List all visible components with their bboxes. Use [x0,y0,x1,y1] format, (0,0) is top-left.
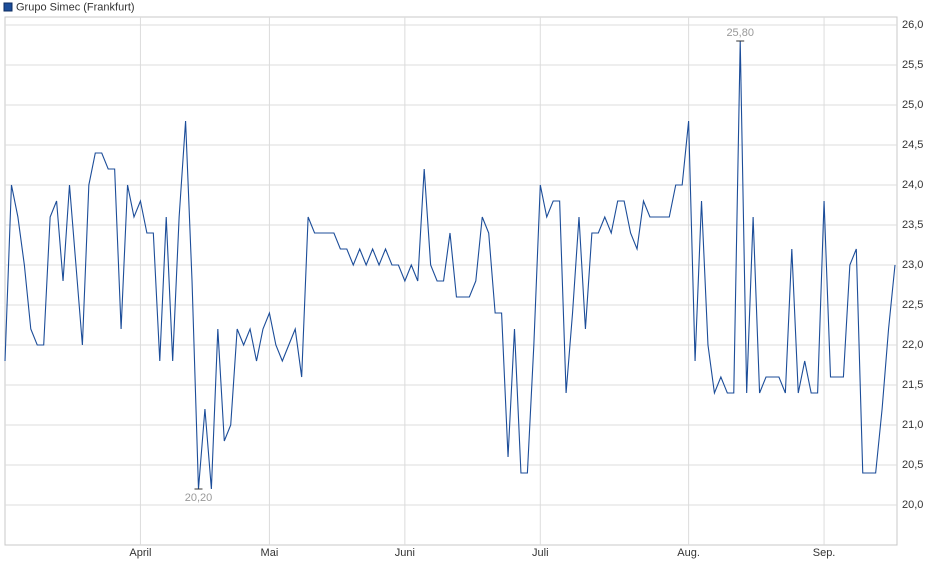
y-tick-label: 21,5 [902,379,923,391]
legend-swatch [3,2,13,12]
y-tick-label: 24,5 [902,139,923,151]
y-tick-label: 24,0 [902,179,923,191]
y-tick-label: 23,0 [902,259,923,271]
y-tick-label: 22,0 [902,339,923,351]
x-tick-label: Juni [395,547,415,559]
y-tick-label: 25,0 [902,99,923,111]
price-line [4,40,896,490]
y-tick-label: 22,5 [902,299,923,311]
y-tick-label: 25,5 [902,59,923,71]
legend-label: Grupo Simec (Frankfurt) [16,1,135,13]
y-tick-label: 26,0 [902,19,923,31]
high-label: 25,80 [726,27,754,39]
y-tick-label: 21,0 [902,419,923,431]
x-tick-label: Sep. [813,547,836,559]
low-label: 20,20 [185,492,213,504]
x-tick-label: Aug. [677,547,700,559]
y-tick-label: 23,5 [902,219,923,231]
y-tick-label: 20,5 [902,459,923,471]
y-tick-label: 20,0 [902,499,923,511]
plot-area [4,16,898,546]
x-tick-label: Juli [532,547,549,559]
x-tick-label: April [129,547,151,559]
x-tick-label: Mai [261,547,279,559]
